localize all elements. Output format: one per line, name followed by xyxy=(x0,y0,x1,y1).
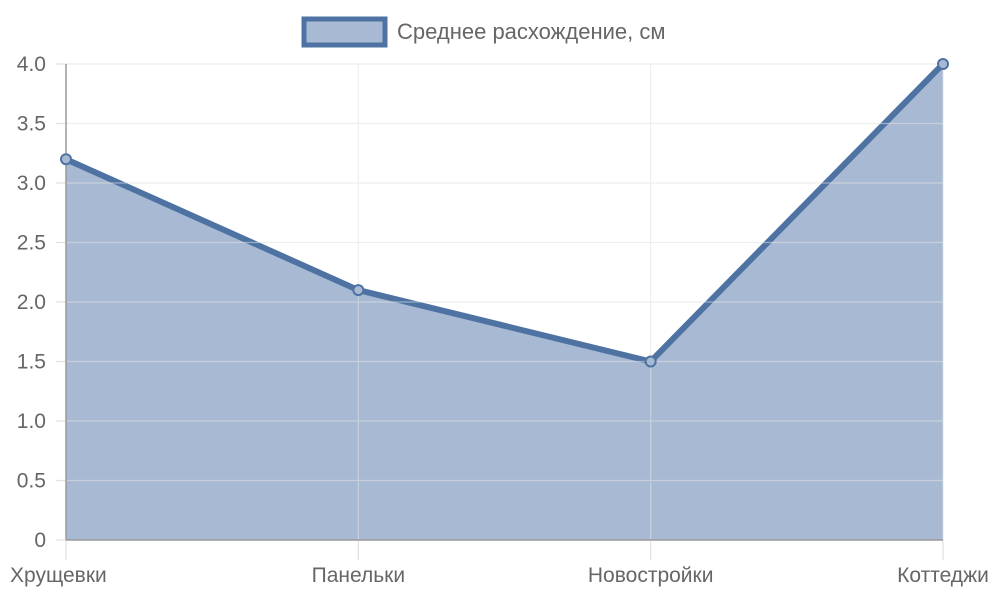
legend[interactable]: Среднее расхождение, см xyxy=(301,16,665,48)
grid xyxy=(66,63,944,540)
y-tick-label: 3.0 xyxy=(17,172,46,195)
data-point[interactable] xyxy=(352,284,365,297)
y-tick-label: 2.0 xyxy=(17,291,46,314)
y-tick-label: 1.0 xyxy=(17,410,46,433)
axes: 0 0.5 1.0 1.5 2.0 2.5 3.0 3.5 4.0 Хрущевки Панельк… xyxy=(10,53,989,587)
x-tick-label: Новостройки xyxy=(588,564,714,587)
x-tick-label: Коттеджи xyxy=(897,564,989,587)
y-tick-label: 4.0 xyxy=(17,53,46,76)
data-point[interactable] xyxy=(60,153,72,166)
series-line xyxy=(63,61,946,365)
y-tick-label: 1.5 xyxy=(17,351,46,374)
y-tick-label: 3.5 xyxy=(17,113,46,136)
data-point[interactable] xyxy=(644,355,657,368)
legend-swatch[interactable] xyxy=(301,16,388,48)
legend-label[interactable]: Среднее расхождение, см xyxy=(397,19,665,44)
x-tick-label: Панельки xyxy=(312,564,405,587)
data-point[interactable] xyxy=(937,58,949,70)
data-points[interactable] xyxy=(60,58,949,368)
y-tick-label: 2.5 xyxy=(17,232,46,255)
x-tick-label: Хрущевки xyxy=(10,564,107,587)
y-tick-label: 0.5 xyxy=(17,470,46,493)
y-tick-label: 0 xyxy=(34,529,46,552)
